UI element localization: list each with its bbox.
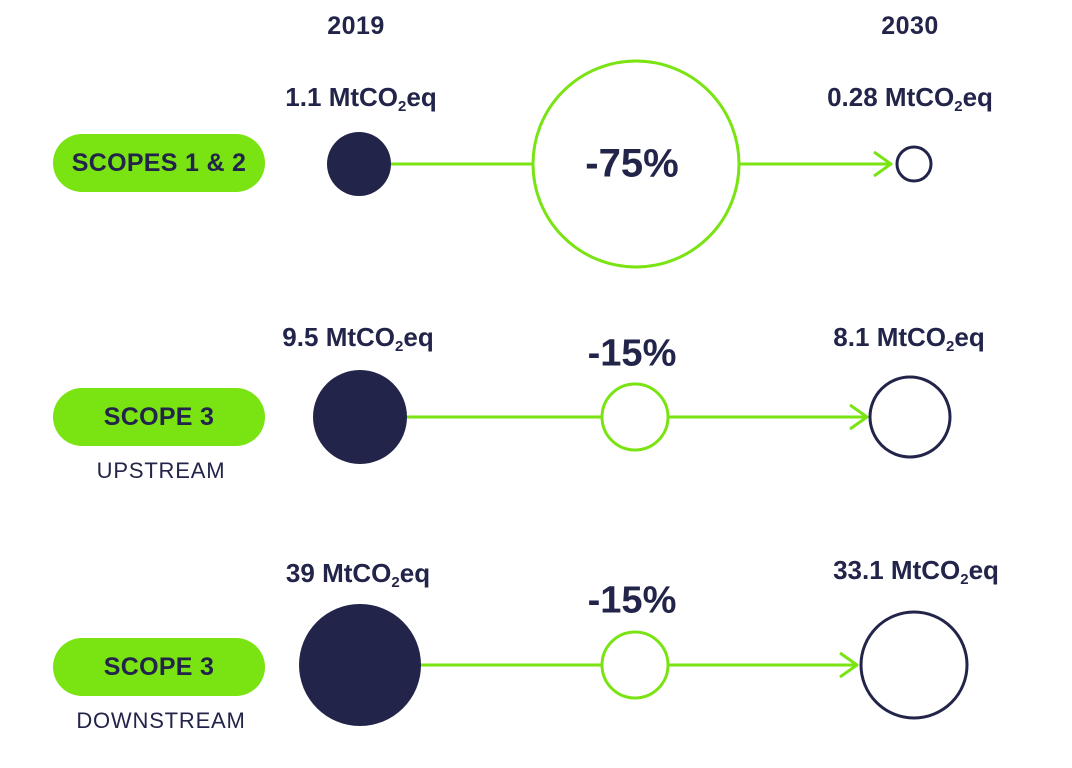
scope-label-pill: SCOPES 1 & 2	[53, 134, 265, 192]
arrowhead-icon	[849, 403, 869, 431]
scope-sublabel: DOWNSTREAM	[76, 708, 246, 733]
scope-label-pill: SCOPE 3	[53, 388, 265, 446]
row-scope-3-upstream-graphics	[313, 370, 952, 464]
scope-sublabel: UPSTREAM	[96, 458, 226, 483]
end-emissions-circle	[868, 375, 952, 459]
year-end-label: 2030	[881, 12, 939, 40]
end-emissions-circle	[859, 610, 969, 720]
start-emissions-circle	[327, 132, 391, 196]
start-emissions-value: 9.5 MtCO2eq	[282, 322, 434, 355]
arrowhead-icon	[839, 651, 859, 679]
end-emissions-circle	[895, 145, 933, 183]
row-scope-3-downstream-graphics	[299, 604, 969, 726]
end-emissions-value: 0.28 MtCO2eq	[827, 82, 993, 115]
start-emissions-value: 39 MtCO2eq	[285, 558, 431, 591]
start-emissions-circle	[299, 604, 421, 726]
arrowhead-icon	[873, 150, 893, 178]
start-emissions-value: 1.1 MtCO2eq	[285, 82, 437, 115]
reduction-circle	[600, 630, 670, 700]
reduction-circle	[600, 382, 670, 452]
year-start-label: 2019	[327, 12, 385, 40]
start-emissions-circle	[313, 370, 407, 464]
reduction-percent: -75%	[585, 141, 679, 186]
end-emissions-value: 8.1 MtCO2eq	[833, 322, 985, 355]
row-scopes-1-2-graphics	[327, 59, 933, 269]
end-emissions-value: 33.1 MtCO2eq	[833, 555, 999, 588]
reduction-percent: -15%	[587, 332, 677, 375]
scope-label-pill: SCOPE 3	[53, 638, 265, 696]
reduction-circle	[531, 59, 741, 269]
reduction-percent: -15%	[587, 579, 677, 622]
